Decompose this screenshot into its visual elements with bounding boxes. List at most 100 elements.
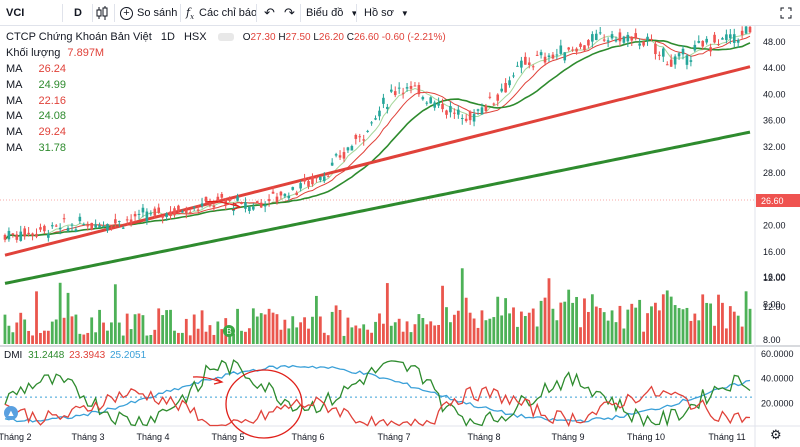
dmi-tick-label: 40.0000 xyxy=(761,374,794,384)
volume-bar xyxy=(50,321,54,344)
volume-bar xyxy=(693,313,697,344)
volume-bar xyxy=(366,329,370,344)
volume-bar xyxy=(35,291,38,344)
volume-bar xyxy=(165,310,168,344)
candles-chart-icon[interactable] xyxy=(96,0,110,26)
symbol-search[interactable]: VCI xyxy=(6,7,25,19)
last-price-label: 26.60 xyxy=(761,196,784,206)
volume-bar xyxy=(326,335,330,344)
price-chart[interactable]: B 48.0044.0040.0036.0032.0028.0024.0020.… xyxy=(0,26,800,447)
price-tick-label: 12.00 xyxy=(763,273,786,283)
volume-bar xyxy=(299,322,303,344)
candle xyxy=(717,44,720,46)
volume-bar xyxy=(180,332,184,344)
candle xyxy=(319,176,322,180)
candle xyxy=(259,202,263,208)
add-circle-icon: + xyxy=(120,6,133,20)
volume-bar xyxy=(543,297,547,344)
volume-bar xyxy=(66,292,70,344)
candle xyxy=(409,86,413,89)
scroll-up-icon[interactable]: ▲ xyxy=(4,406,18,420)
volume-bar xyxy=(244,331,247,344)
volume-bar xyxy=(709,303,713,344)
candle xyxy=(425,102,429,104)
volume-bar xyxy=(748,308,752,344)
candle xyxy=(173,208,176,216)
candle xyxy=(161,215,164,218)
candle xyxy=(78,216,82,222)
redo-icon[interactable]: ↷ xyxy=(284,5,295,20)
volume-bar xyxy=(519,311,523,344)
candle xyxy=(236,196,239,201)
volume-bar xyxy=(58,282,62,344)
volume-bar xyxy=(271,312,275,344)
function-icon: fx xyxy=(186,6,195,22)
annotation-arrowhead xyxy=(213,377,224,385)
candle xyxy=(240,203,243,205)
volume-bar xyxy=(291,316,295,344)
volume-bar xyxy=(713,325,716,344)
volume-bar xyxy=(673,305,677,344)
candle xyxy=(729,34,732,39)
volume-bar xyxy=(106,330,109,344)
price-tick-label: 8.00 xyxy=(763,299,781,309)
volume-bar xyxy=(661,294,665,344)
volume-bar xyxy=(322,332,326,344)
legend-toggle-icon[interactable] xyxy=(217,33,234,42)
ma-label: MA xyxy=(6,110,23,123)
interval-button[interactable]: D xyxy=(74,7,82,19)
candle xyxy=(200,203,204,207)
volume-legend: Khối lượng 7.897M xyxy=(6,46,104,60)
ma-label: MA xyxy=(6,126,23,139)
fullscreen-icon[interactable] xyxy=(780,0,792,26)
candle xyxy=(248,206,251,211)
chart-type-label: Biểu đồ xyxy=(306,7,344,19)
volume-bar xyxy=(385,283,389,344)
candle xyxy=(583,45,586,51)
volume-bar xyxy=(480,310,484,344)
volume-bar xyxy=(563,301,567,344)
ma-label: MA xyxy=(6,78,23,91)
chart-type-menu[interactable]: Biểu đồ ▼ xyxy=(306,0,358,26)
volume-bar xyxy=(287,328,291,344)
candle xyxy=(350,146,354,151)
volume-bar xyxy=(98,309,101,344)
volume-bar xyxy=(721,302,724,344)
profile-menu[interactable]: Hồ sơ ▼ xyxy=(364,0,409,26)
compare-button[interactable]: + So sánh xyxy=(120,0,177,26)
volume-bar xyxy=(579,327,582,344)
volume-bar xyxy=(208,325,212,344)
candle xyxy=(587,40,590,46)
volume-bar xyxy=(177,332,180,344)
volume-bar xyxy=(523,316,527,344)
volume-bar xyxy=(535,326,539,344)
volume-bar xyxy=(46,330,50,344)
price-tick-label: 32.00 xyxy=(763,142,786,152)
undo-icon[interactable]: ↶ xyxy=(264,5,275,20)
volume-bar xyxy=(275,314,279,344)
indicators-button[interactable]: fx Các chỉ báo xyxy=(186,0,257,26)
candle xyxy=(15,234,19,240)
candle xyxy=(50,225,54,227)
candle xyxy=(263,205,267,207)
volume-bar xyxy=(626,309,630,344)
candle xyxy=(571,49,574,51)
candle xyxy=(354,134,358,139)
candle xyxy=(516,65,519,67)
volume-bar xyxy=(527,312,531,344)
divider xyxy=(92,4,93,22)
candle xyxy=(433,102,436,108)
volume-bar xyxy=(421,317,425,344)
time-tick-label: Tháng 5 xyxy=(211,432,244,442)
volume-bar xyxy=(263,314,267,344)
candle xyxy=(591,34,594,42)
volume-bar xyxy=(94,332,98,344)
volume-bar xyxy=(571,302,575,344)
chevron-down-icon: ▼ xyxy=(350,9,359,18)
candle xyxy=(673,56,677,65)
volume-bar xyxy=(669,296,673,344)
candle xyxy=(3,234,7,240)
annotation-circle xyxy=(225,369,303,439)
ma-value: 24.08 xyxy=(38,110,67,123)
settings-icon[interactable]: ⚙ xyxy=(770,427,782,442)
